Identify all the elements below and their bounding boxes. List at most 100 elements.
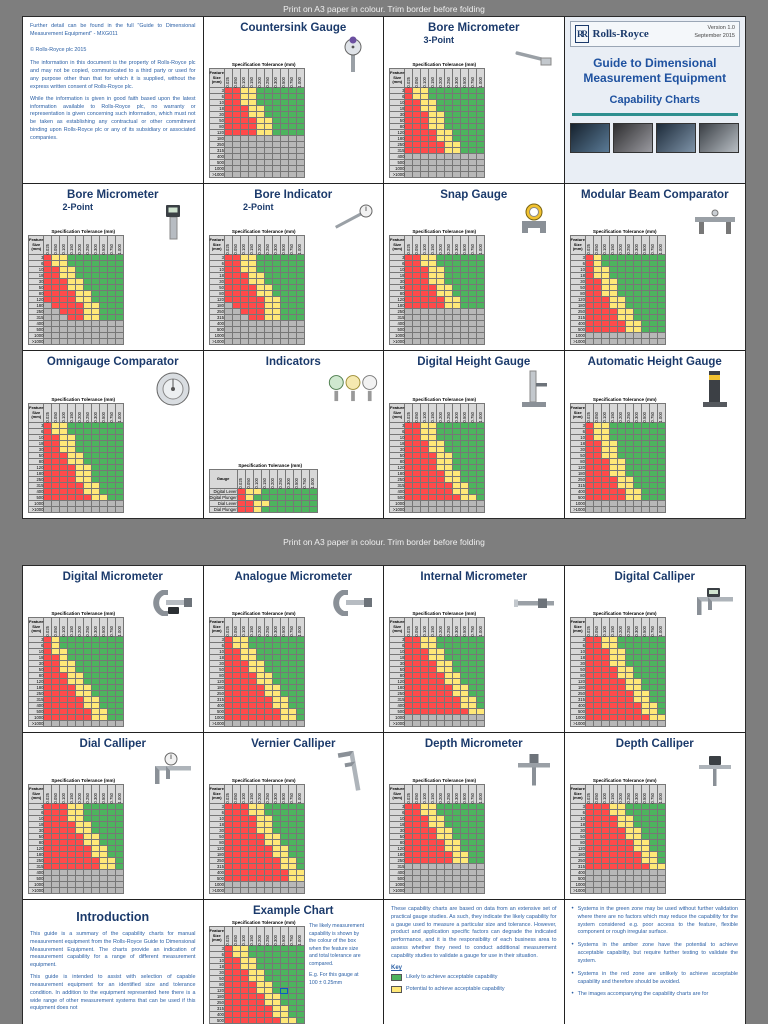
capability-cell (632, 506, 642, 513)
tolerance-col-header: 0.200 (255, 926, 265, 946)
panel-title: Vernier Calliper (251, 738, 336, 750)
capability-cell (436, 338, 446, 345)
tolerance-col-header: 1.000 (295, 235, 305, 255)
capability-cell (656, 506, 666, 513)
capability-cell (287, 887, 297, 894)
feature-size-row-label: >1000 (27, 720, 45, 727)
bullet-item: • The images accompanying the capability … (572, 991, 739, 999)
tolerance-col-header: 0.200 (75, 235, 85, 255)
capability-cell (444, 338, 454, 345)
capability-cell (231, 171, 241, 178)
feature-size-label: Feature Size (mm) (208, 784, 225, 804)
capability-chart: Specification Tolerance (mm) Feature Size… (27, 778, 125, 894)
capability-cell (600, 338, 610, 345)
countersink-gauge-icon (327, 35, 379, 75)
panel-auto_height: Automatic Height Gauge Specification Tole… (564, 351, 745, 518)
capability-cell (436, 506, 446, 513)
tolerance-col-header: 0.025 (43, 784, 53, 804)
tolerance-col-header: 0.250 (276, 469, 286, 489)
tolerance-col-header: 0.200 (436, 235, 446, 255)
capability-chart: Specification Tolerance (mm) Feature Size… (388, 229, 486, 345)
capability-cell (444, 506, 454, 513)
tolerance-col-header: 0.250 (263, 784, 273, 804)
panel-title: Modular Beam Comparator (580, 189, 729, 201)
version-info: Version 1.0 September 2015 (694, 25, 735, 40)
tolerance-col-header: 0.150 (428, 68, 438, 88)
tolerance-col-header: 0.025 (404, 68, 414, 88)
tolerance-col-header: 0.750 (468, 784, 478, 804)
tolerance-col-header: 0.050 (231, 235, 241, 255)
tolerance-col-header: 0.150 (67, 784, 77, 804)
panel-int_mic: Internal Micrometer Specification Toleran… (384, 566, 565, 733)
capability-cell (420, 887, 430, 894)
capability-cell (43, 720, 53, 727)
capability-cell (99, 338, 109, 345)
capability-cell (452, 338, 462, 345)
tolerance-col-header: 0.100 (600, 617, 610, 637)
panel-title: Dial Calliper (79, 738, 146, 750)
tolerance-col-header: 0.300 (271, 235, 281, 255)
panel-dig_height: Digital Height Gauge Specification Tolera… (384, 351, 565, 518)
tolerance-col-header: 0.100 (59, 784, 69, 804)
panel-depth_cal: Depth Calliper Specification Tolerance (m… (564, 733, 745, 900)
tolerance-col-header: 0.300 (91, 784, 101, 804)
capability-chart: Specification Tolerance (mm) Feature Size… (569, 778, 666, 894)
capability-cell (452, 720, 462, 727)
capability-grid: Feature Size (mm) 0.025 0.050 0.100 0.150 0.2… (569, 403, 666, 513)
tolerance-col-header: 0.200 (255, 617, 265, 637)
capability-cell (616, 506, 626, 513)
capability-cell (600, 506, 610, 513)
bullet-item: • Systems in the amber zone have the pote… (572, 942, 739, 965)
feature-size-row-label: >1000 (388, 171, 406, 178)
auto-height-gauge-icon (689, 369, 741, 409)
capability-cell (279, 720, 289, 727)
feature-size-row-label: Digital Lever (208, 488, 238, 495)
capability-cell (67, 338, 77, 345)
panel-subtitle: 2-Point (243, 202, 274, 212)
key-item: Likely to achieve acceptable capability (391, 974, 557, 982)
cover-subtitle: Capability Charts (609, 94, 700, 106)
tolerance-col-header: 0.100 (600, 784, 610, 804)
tolerance-col-header: 0.500 (99, 403, 109, 423)
beam-comparator-icon (689, 202, 741, 242)
panel-example-chart: Example Chart Specification Tolerance (mm… (203, 900, 384, 1024)
feature-size-row-label: >1000 (388, 506, 406, 513)
tolerance-col-header: 0.300 (452, 403, 462, 423)
capability-cell (91, 720, 101, 727)
height-gauge-icon (508, 369, 560, 409)
capability-cell (223, 338, 233, 345)
tolerance-col-header: 0.025 (584, 784, 594, 804)
key-swatch-amber-icon (391, 986, 402, 994)
capability-cell (616, 338, 626, 345)
tolerance-col-header: 1.000 (115, 784, 125, 804)
capability-cell (99, 887, 109, 894)
feature-size-row-label: >1000 (27, 887, 45, 894)
tolerance-col-header: 1.000 (295, 784, 305, 804)
tolerance-col-header: 0.500 (460, 617, 470, 637)
analogue-micrometer-icon (327, 584, 379, 624)
panel-bore_mic_3pt: Bore Micrometer 3-Point Specification Tole… (384, 17, 565, 184)
capability-cell (592, 338, 602, 345)
legal-paragraph: While the information is given in good f… (30, 95, 196, 141)
tolerance-col-header: 0.050 (231, 617, 241, 637)
tolerance-col-header: 0.050 (51, 784, 61, 804)
feature-size-label: Feature Size (mm) (27, 235, 45, 255)
capability-cell (436, 720, 446, 727)
capability-cell (271, 887, 281, 894)
capability-cell (412, 171, 422, 178)
tolerance-col-header: 0.300 (632, 235, 642, 255)
page-1: Further detail can be found in the full … (22, 16, 746, 519)
capability-grid: Feature Size (mm) 0.025 0.050 0.100 0.150 0.2… (388, 68, 486, 178)
tolerance-col-header: 0.025 (584, 617, 594, 637)
capability-cell (444, 887, 454, 894)
capability-cell (75, 338, 85, 345)
tolerance-col-header: 0.150 (247, 235, 257, 255)
capability-cell (428, 720, 438, 727)
capability-cell (476, 506, 486, 513)
capability-chart: Specification Tolerance (mm) Feature Size… (388, 62, 486, 178)
capability-cell (584, 720, 594, 727)
tolerance-col-header: 0.300 (91, 235, 101, 255)
capability-cell (59, 506, 69, 513)
tolerance-col-header: 1.000 (115, 617, 125, 637)
tolerance-col-header: 0.050 (592, 784, 602, 804)
